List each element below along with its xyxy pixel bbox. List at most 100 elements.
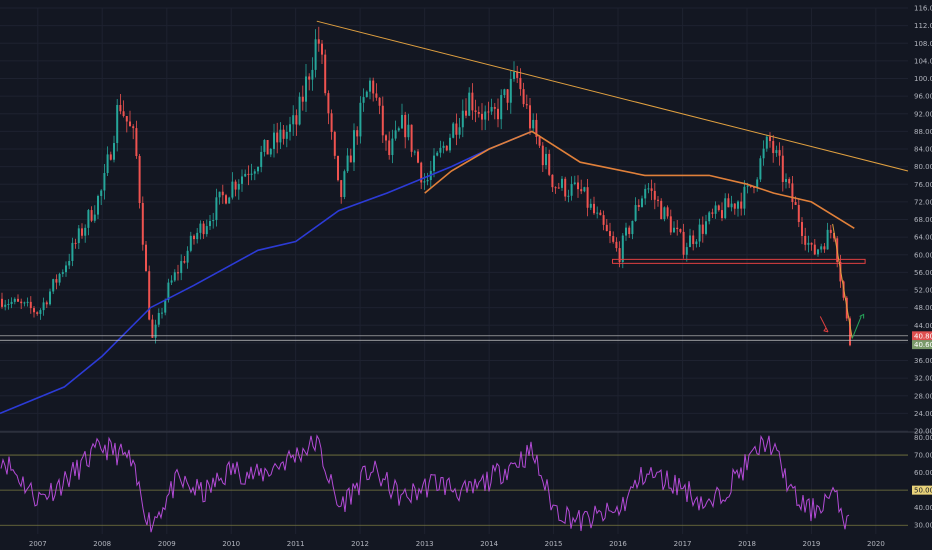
candle-body	[577, 182, 579, 190]
candle-body	[241, 176, 243, 184]
candle-body	[193, 235, 195, 240]
candle-body	[13, 298, 16, 302]
time-tick-label: 2015	[545, 540, 563, 548]
grid-lines	[0, 7, 932, 534]
candle-body	[234, 181, 237, 190]
time-axis[interactable]: 2007 2008 2009 2010 2011 2012 2013 2014 2015 2016…	[29, 540, 885, 548]
candle-body	[362, 97, 365, 103]
candle-body	[631, 220, 634, 235]
candle-body	[317, 39, 320, 44]
price-tick-label: 68.00	[914, 216, 932, 224]
candle-body	[663, 207, 666, 220]
candle-body	[535, 119, 538, 138]
candle-body	[349, 155, 352, 163]
candle-body	[103, 173, 106, 191]
candle-body	[599, 212, 602, 216]
candle-body	[596, 212, 599, 214]
candle-body	[497, 108, 499, 120]
candle-body	[151, 319, 154, 338]
candle-body	[471, 92, 474, 111]
price-axis[interactable]: 116.00 112.00 108.00 104.00 100.00 96.00 92.00…	[914, 5, 932, 436]
time-tick-label: 2008	[93, 540, 111, 548]
rsi-line	[0, 434, 850, 533]
candle-body	[295, 115, 298, 125]
candle-body	[487, 111, 490, 113]
candle-body	[442, 145, 445, 148]
time-tick-label: 2012	[351, 540, 369, 548]
rsi-value-label: 50.00	[914, 487, 932, 495]
candle-body	[292, 115, 295, 125]
rsi-value-badge	[912, 485, 932, 495]
candle-body	[33, 308, 35, 313]
candle-body	[269, 148, 272, 155]
price-tick-label: 28.00	[914, 392, 932, 400]
candle-body	[804, 235, 807, 245]
candle-body	[756, 179, 759, 188]
candle-body	[186, 250, 189, 263]
time-tick-label: 2017	[674, 540, 692, 548]
candle-body	[820, 246, 823, 250]
candle-body	[532, 119, 535, 129]
candle-body	[775, 150, 778, 154]
candle-body	[282, 129, 285, 139]
candle-body	[199, 223, 202, 233]
price-tick-label: 76.00	[914, 181, 932, 189]
price-tick-label: 64.00	[914, 234, 932, 242]
candle-body	[621, 235, 624, 263]
up-arrow-head	[859, 313, 865, 319]
candle-body	[106, 154, 109, 174]
candle-body	[589, 203, 592, 208]
candle-body	[333, 131, 336, 156]
candle-body	[545, 153, 547, 166]
candle-body	[68, 260, 71, 266]
candle-body	[410, 124, 413, 152]
candle-body	[573, 182, 576, 185]
candle-body	[167, 282, 170, 301]
time-tick-label: 2016	[609, 540, 627, 548]
candle-body	[122, 111, 125, 117]
candle-body	[602, 215, 605, 225]
price-tick-label: 104.00	[914, 57, 932, 65]
candle-body	[513, 71, 515, 79]
candle-body	[177, 272, 179, 274]
candle-body	[657, 199, 659, 201]
candle-body	[93, 214, 96, 221]
price-tick-label: 44.00	[914, 322, 932, 330]
candle-body	[772, 141, 775, 154]
candle-body	[817, 249, 819, 255]
candle-body	[452, 123, 455, 138]
candle-body	[445, 145, 448, 151]
candle-body	[221, 191, 224, 196]
candle-body	[676, 227, 679, 230]
candle-body	[458, 127, 461, 135]
support-zone	[612, 258, 866, 264]
price-tick-label: 36.00	[914, 357, 932, 365]
candle-body	[4, 304, 7, 307]
candle-body	[433, 155, 435, 171]
candle-body	[407, 124, 410, 138]
rsi-tick-label: 40.00	[914, 504, 932, 512]
candle-body	[71, 242, 74, 261]
candle-body	[157, 312, 160, 325]
candle-body	[794, 202, 797, 205]
candle-body	[125, 116, 128, 122]
price-tick-label: 108.00	[914, 40, 932, 48]
candle-body	[769, 136, 771, 142]
price-tick-label: 24.00	[914, 410, 932, 418]
candle-body	[724, 198, 727, 219]
candle-body	[65, 265, 67, 273]
candle-body	[401, 114, 403, 129]
candle-body	[314, 39, 317, 70]
candle-body	[609, 231, 611, 237]
candle-body	[733, 203, 736, 209]
candle-body	[388, 140, 391, 156]
candle-body	[554, 187, 557, 189]
candle-body	[727, 198, 730, 208]
candle-body	[685, 247, 688, 255]
candle-body	[477, 112, 480, 114]
candle-body	[637, 205, 640, 207]
candle-body	[189, 235, 192, 251]
candle-body	[340, 180, 343, 198]
candle-body	[298, 96, 301, 125]
